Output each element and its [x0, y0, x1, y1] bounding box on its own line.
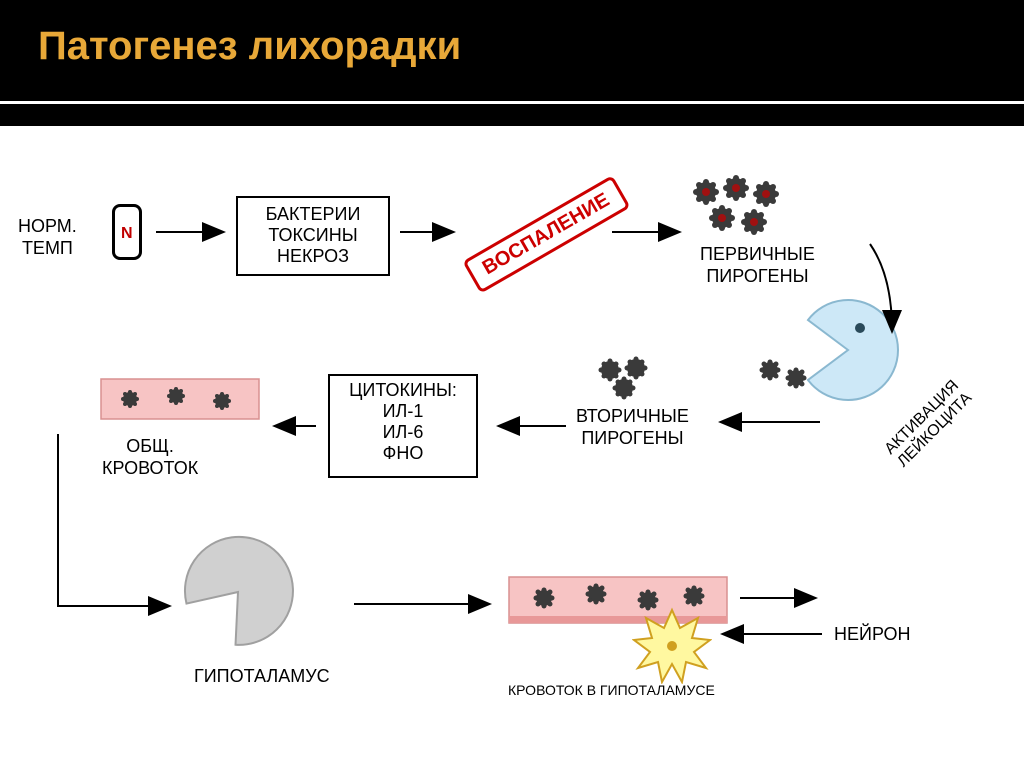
diagram-canvas: НОРМ. ТЕМП N БАКТЕРИИ ТОКСИНЫ НЕКРОЗ ВОС… — [0, 126, 1024, 767]
arrows-layer — [0, 126, 1024, 767]
slide-header: Патогенез лихорадки — [0, 0, 1024, 126]
page-title: Патогенез лихорадки — [0, 0, 1024, 69]
header-rule — [0, 101, 1024, 104]
